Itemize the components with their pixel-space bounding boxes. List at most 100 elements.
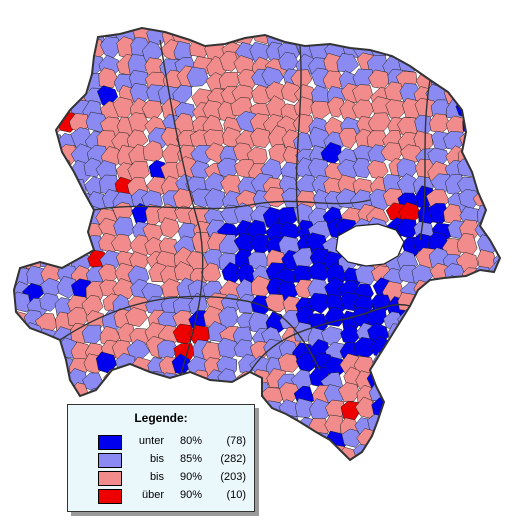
municipality-cell — [447, 28, 470, 30]
municipality-cell — [41, 68, 63, 88]
municipality-cell — [476, 145, 496, 167]
municipality-cell — [368, 28, 390, 44]
municipality-cell — [14, 117, 17, 138]
municipality-cell — [443, 413, 466, 435]
municipality-cell — [447, 41, 470, 63]
municipality-cell — [417, 431, 438, 452]
municipality-cell — [491, 189, 500, 209]
municipality-cell — [492, 413, 500, 434]
municipality-cell — [14, 220, 15, 243]
municipality-cell — [338, 128, 359, 150]
municipality-cell — [72, 39, 94, 61]
municipality-cell — [474, 28, 497, 48]
municipality-cell — [472, 386, 495, 408]
municipality-cell — [281, 28, 303, 43]
municipality-cell — [51, 173, 74, 196]
municipality-cell — [352, 157, 373, 179]
municipality-cell — [491, 116, 500, 139]
municipality-cell — [472, 40, 494, 62]
municipality-cell — [353, 28, 376, 34]
legend-item-percent: 85% — [179, 453, 202, 465]
municipality-cell — [458, 462, 481, 483]
municipality-cell — [25, 457, 48, 460]
municipality-cell — [384, 400, 407, 422]
municipality-cell — [14, 143, 15, 164]
municipality-cell — [461, 40, 482, 63]
municipality-cell — [24, 443, 45, 460]
municipality-cell — [53, 84, 76, 107]
district-boundary — [59, 295, 321, 371]
municipality-cell — [71, 28, 95, 31]
legend-title: Legende: — [134, 411, 188, 425]
municipality-cell — [386, 442, 408, 460]
district-boundary — [93, 199, 371, 211]
municipality-cell — [472, 69, 495, 91]
municipality-cell — [489, 339, 500, 361]
district-boundary — [159, 39, 204, 379]
municipality-cell — [416, 326, 437, 346]
municipality-cell — [399, 326, 421, 347]
municipality-cell — [20, 398, 42, 421]
municipality-cell — [35, 356, 59, 378]
legend-swatch — [98, 453, 122, 468]
municipality-cell — [204, 188, 226, 210]
municipality-cell — [36, 39, 59, 61]
municipality-cell — [14, 373, 30, 392]
municipality-cell — [55, 28, 77, 43]
municipality-cell — [445, 371, 467, 394]
municipality-cell — [473, 461, 494, 482]
municipality-cell — [471, 278, 492, 300]
municipality-cell — [14, 28, 33, 44]
municipality-cell — [324, 28, 346, 42]
municipality-cell — [26, 217, 50, 238]
municipality-cell — [39, 28, 60, 29]
municipality-cell — [297, 28, 318, 34]
municipality-cell — [39, 50, 62, 74]
municipality-cell — [491, 40, 500, 61]
municipality-cell — [265, 293, 286, 313]
municipality-cell — [488, 28, 500, 32]
municipality-cell — [401, 412, 423, 433]
municipality-cell — [460, 338, 481, 359]
municipality-cell — [14, 368, 16, 388]
municipality-cell — [354, 264, 377, 286]
municipality-cell — [431, 280, 451, 303]
municipality-cell — [221, 28, 243, 31]
municipality-cell — [399, 341, 421, 363]
legend-item-percent: 80% — [179, 435, 202, 447]
municipality-cell — [20, 85, 43, 106]
municipality-cell — [27, 341, 49, 362]
legend-item-count: (203) — [220, 471, 246, 483]
municipality-cell — [429, 327, 452, 348]
municipality-cell — [0, 43, 13, 65]
municipality-cell — [36, 188, 59, 212]
municipality-cell — [383, 415, 406, 436]
municipality-cell — [385, 431, 407, 453]
municipality-cell — [51, 158, 73, 180]
municipality-cell — [475, 28, 498, 30]
municipality-cell — [50, 57, 74, 78]
municipality-cell — [23, 113, 46, 133]
municipality-cell — [14, 216, 32, 240]
municipality-cell — [36, 367, 60, 389]
municipality-cell — [36, 208, 58, 229]
municipality-cell — [14, 343, 31, 363]
municipality-cell — [24, 234, 47, 256]
municipality-cell — [141, 28, 163, 31]
municipality-cell — [27, 386, 49, 408]
municipality-cell — [69, 203, 91, 223]
municipality-cell — [367, 112, 392, 134]
municipality-cell — [234, 380, 255, 403]
municipality-cell — [14, 171, 31, 194]
municipality-cell — [461, 372, 483, 392]
municipality-cell — [189, 28, 210, 43]
municipality-cell — [416, 356, 440, 377]
municipality-cell — [402, 7, 424, 28]
municipality-cell — [445, 52, 465, 73]
municipality-cell — [125, 307, 149, 327]
municipality-cell — [461, 309, 485, 330]
municipality-cell — [14, 28, 15, 44]
municipality-cell — [477, 55, 500, 77]
municipality-cell — [14, 116, 31, 136]
